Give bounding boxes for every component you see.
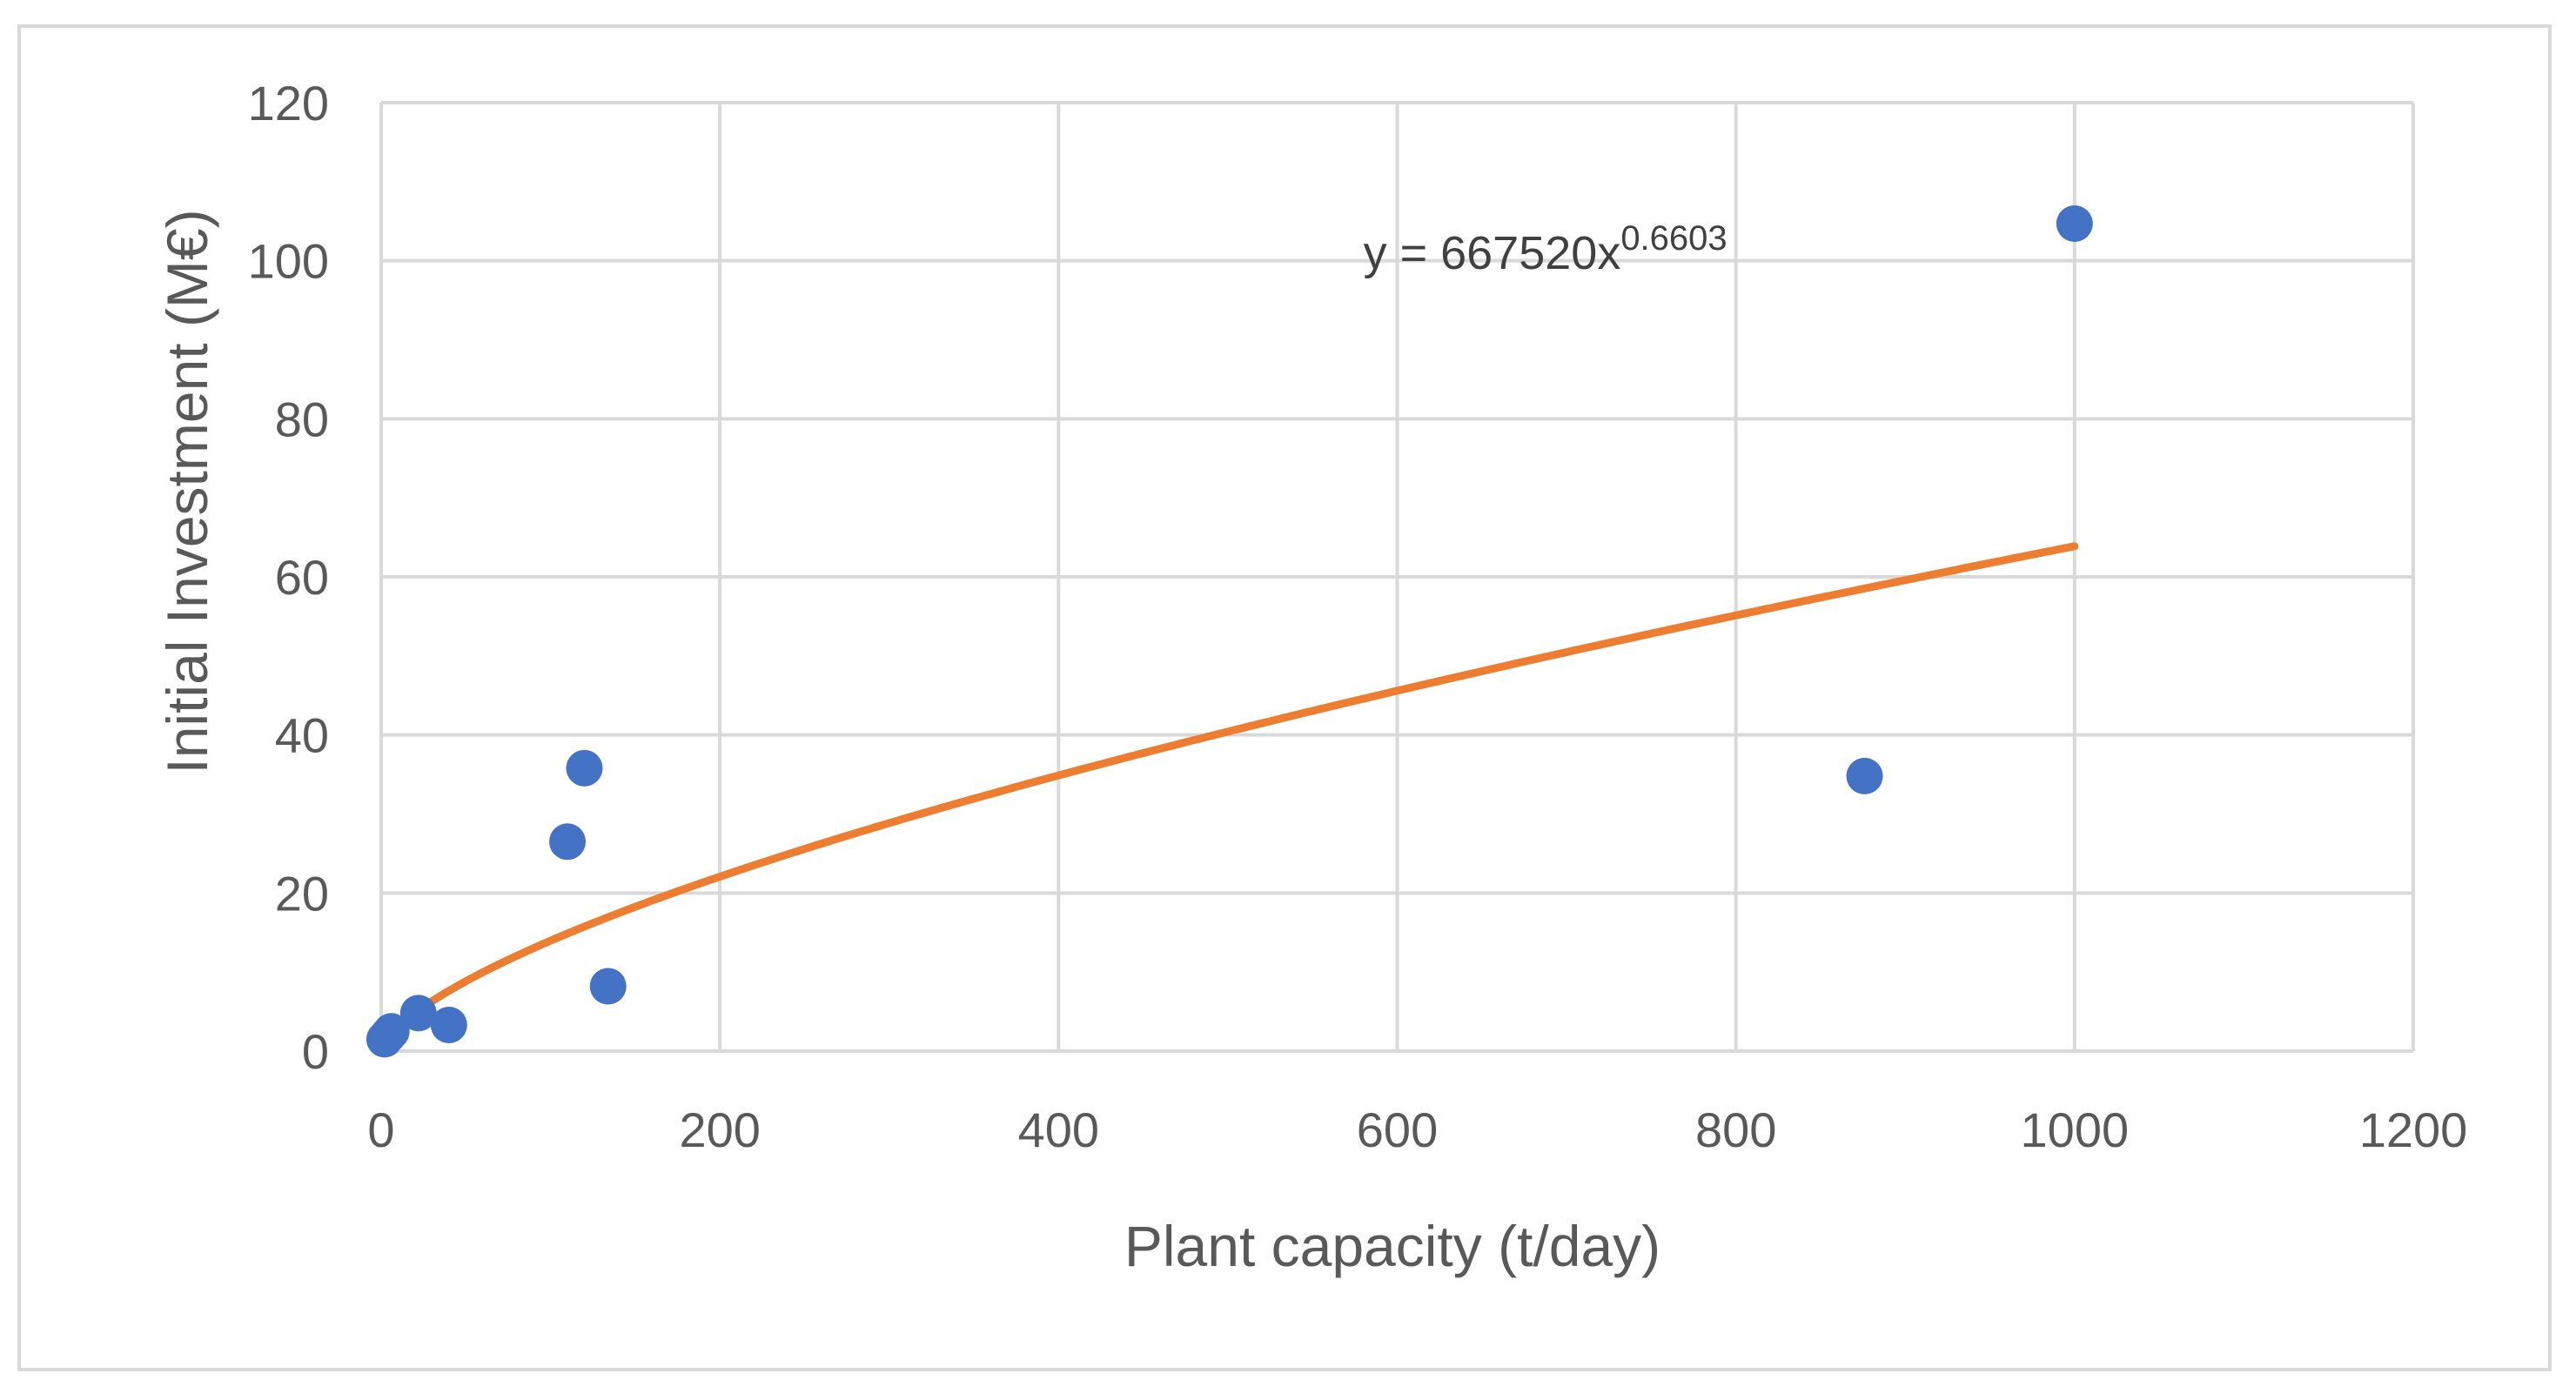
y-tick-label: 40 [275,708,329,763]
power-trendline [380,542,2079,1047]
data-point [399,995,437,1032]
y-tick-label: 0 [302,1024,329,1079]
data-point [372,1013,410,1050]
y-tick-label: 60 [275,550,329,605]
data-point [2056,204,2093,242]
data-points-layer [366,204,2093,1058]
x-tick-label: 1200 [2359,1102,2468,1157]
data-point [1846,757,1883,794]
y-tick-label: 100 [248,234,329,289]
x-tick-label: 800 [1695,1102,1776,1157]
x-tick-label: 400 [1018,1102,1099,1157]
data-point [566,749,603,787]
data-point [430,1007,467,1044]
data-point [589,968,627,1005]
y-tick-label: 80 [275,392,329,446]
data-point [549,823,587,861]
x-tick-label: 200 [679,1102,760,1157]
trendline-layer [380,542,2079,1047]
trendline-equation: y = 667520x0.6603 [1364,219,1727,279]
y-axis-title: Initial Investment (M€) [155,209,219,774]
y-tick-label: 20 [275,866,329,921]
chart-frame [17,24,2552,1371]
x-tick-label: 600 [1357,1102,1438,1157]
equation-exponent: 0.6603 [1620,219,1727,258]
grid-layer [379,101,2415,1053]
x-axis-title: Plant capacity (t/day) [1124,1214,1660,1278]
equation-main: y = 667520x [1364,227,1621,279]
y-tick-label: 120 [248,76,329,131]
x-tick-label: 1000 [2021,1102,2130,1157]
x-tick-label: 0 [367,1102,394,1157]
